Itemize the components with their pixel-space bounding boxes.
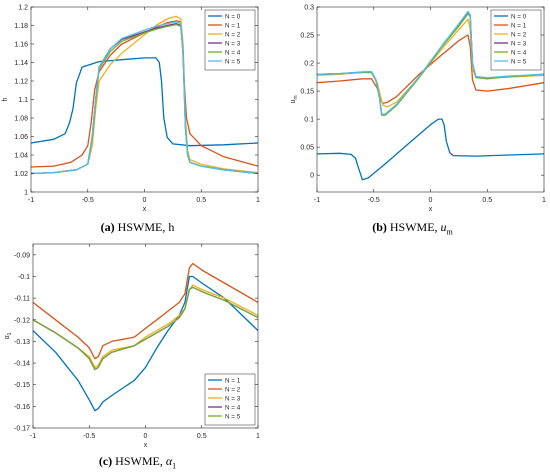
- legend-label: N = 4: [511, 49, 527, 56]
- caption-subscript: 1: [172, 461, 177, 471]
- y-tick-label: 1.08: [14, 116, 28, 123]
- y-axis-label: um: [290, 95, 299, 103]
- caption-label: (b): [372, 220, 387, 234]
- y-tick-label: 1.02: [14, 171, 28, 178]
- caption-text: HSWME,: [112, 454, 166, 468]
- legend-label: N = 5: [511, 58, 527, 65]
- legend-label: N = 2: [225, 31, 241, 38]
- caption-c: (c) HSWME, α1: [0, 454, 275, 470]
- series-line-0: [30, 57, 259, 147]
- y-tick-label: -0.09: [14, 252, 30, 259]
- x-tick-label: -1: [28, 197, 34, 204]
- x-axis-label: x: [144, 442, 148, 449]
- y-tick-label: 0.2: [304, 61, 314, 68]
- legend-box: [204, 9, 256, 71]
- caption-b: (b) HSWME, um: [275, 220, 550, 236]
- x-axis-label: x: [143, 206, 147, 213]
- y-tick-label: 1.12: [14, 79, 28, 86]
- chart-alpha1: -1 -0.5 0 0.5 1 -0.17 -0.16 -0.15 -0.14 -0.13 -0.1…: [4, 243, 260, 449]
- chart-panel-b: -1 -0.5 0 0.5 1 0 0.05 0.1 0.15 0.2 0.25 0.3 x um N = …: [275, 0, 550, 214]
- y-axis-label: h: [2, 97, 9, 101]
- y-tick-label: 0.3: [304, 5, 314, 12]
- y-tick-label: 1.18: [14, 23, 28, 30]
- y-tick-label: -0.11: [15, 296, 31, 303]
- legend-label: N = 3: [225, 395, 241, 402]
- series-line-0: [32, 275, 259, 412]
- x-tick-label: 0: [429, 197, 433, 204]
- caption-text: HSWME, h: [114, 220, 175, 234]
- legend-label: N = 0: [225, 13, 241, 20]
- chart-panel-c: -1 -0.5 0 0.5 1 -0.17 -0.16 -0.15 -0.14 -0.13 -0.1…: [0, 238, 275, 449]
- legend-label: N = 5: [225, 413, 241, 420]
- y-tick-label: 1.1: [18, 97, 28, 104]
- chart-h: -1 -0.5 0 0.5 1 1 1.02 1.04 1.06 1.08 1.1 1.12 1.14 1…: [2, 5, 260, 214]
- legend-label: N = 1: [225, 377, 241, 384]
- x-tick-label: -1: [314, 197, 320, 204]
- y-tick-label: 0: [310, 173, 314, 180]
- y-tick-label: 0.1: [304, 117, 314, 124]
- caption-label: (a): [100, 220, 115, 234]
- chart-um: -1 -0.5 0 0.5 1 0 0.05 0.1 0.15 0.2 0.25 0.3 x um N = …: [290, 5, 546, 214]
- y-tick-label: -0.15: [14, 382, 30, 389]
- series-line-1: [316, 34, 545, 105]
- x-tick-label: 0.5: [196, 197, 206, 204]
- y-tick-label: 0.25: [300, 33, 314, 40]
- y-tick-label: -0.14: [14, 361, 30, 368]
- series-line-4: [32, 286, 259, 371]
- y-tick-label: 1.16: [14, 42, 28, 49]
- legend-label: N = 4: [225, 404, 241, 411]
- x-tick-label: 1: [256, 197, 260, 204]
- legend-label: N = 1: [225, 22, 241, 29]
- series-line-0: [316, 118, 545, 181]
- caption-math: α: [165, 454, 173, 468]
- x-tick-label: 0.5: [197, 433, 207, 440]
- x-tick-label: 0: [144, 433, 148, 440]
- caption-subscript: m: [446, 227, 453, 237]
- caption-a: (a) HSWME, h: [0, 220, 275, 235]
- x-tick-label: -0.5: [83, 433, 95, 440]
- y-tick-label: 0.05: [300, 145, 314, 152]
- y-tick-label: 1.04: [14, 153, 28, 160]
- caption-math: u: [440, 220, 447, 234]
- caption-text: HSWME,: [386, 220, 441, 234]
- series-line-2: [32, 284, 259, 369]
- x-tick-label: 1: [542, 197, 546, 204]
- x-tick-label: 1: [256, 433, 260, 440]
- y-tick-label: 1: [24, 190, 28, 197]
- chart-panel-a: -1 -0.5 0 0.5 1 1 1.02 1.04 1.06 1.08 1.1 1.12 1.14 1…: [0, 0, 275, 214]
- series-line-5: [30, 21, 259, 175]
- y-tick-label: -0.12: [14, 317, 30, 324]
- y-tick-label: 1.14: [14, 60, 28, 67]
- legend-label: N = 1: [511, 22, 527, 29]
- series-line-1: [32, 262, 259, 360]
- legend-label: N = 3: [511, 40, 527, 47]
- x-tick-label: -0.5: [82, 197, 94, 204]
- y-tick-label: -0.1: [18, 274, 30, 281]
- legend-label: N = 0: [511, 13, 527, 20]
- x-tick-label: -0.5: [368, 197, 380, 204]
- y-tick-label: 1.06: [14, 134, 28, 141]
- series-line-5: [316, 10, 545, 115]
- caption-label: (c): [98, 454, 113, 468]
- x-tick-label: 0.5: [482, 197, 492, 204]
- y-tick-label: 1.2: [18, 5, 28, 12]
- x-tick-label: -1: [30, 433, 36, 440]
- x-tick-label: 0: [143, 197, 147, 204]
- legend-label: N = 5: [225, 58, 241, 65]
- y-axis-label: α1: [4, 332, 13, 339]
- x-axis-label: x: [429, 206, 433, 213]
- y-tick-label: -0.13: [14, 339, 30, 346]
- y-tick-label: -0.16: [14, 404, 30, 411]
- legend-label: N = 2: [511, 31, 527, 38]
- legend-label: N = 3: [225, 40, 241, 47]
- y-tick-label: -0.17: [14, 426, 30, 433]
- legend-label: N = 2: [225, 386, 241, 393]
- y-tick-label: 0.15: [300, 89, 314, 96]
- legend-label: N = 4: [225, 49, 241, 56]
- legend-box: [490, 9, 542, 71]
